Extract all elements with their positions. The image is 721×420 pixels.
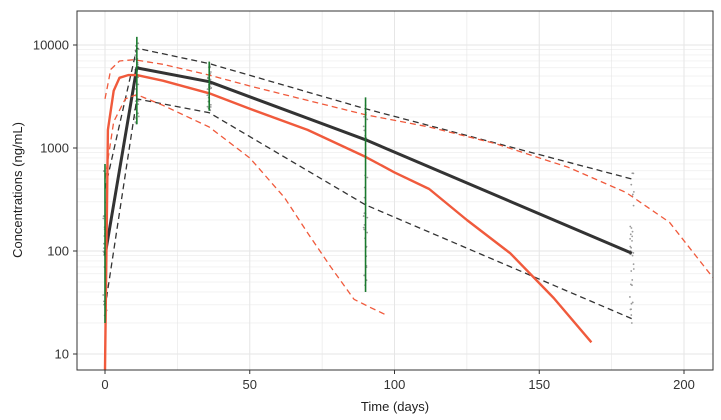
observation-point bbox=[632, 172, 635, 175]
observation-point bbox=[631, 254, 634, 257]
observation-point bbox=[631, 279, 634, 281]
x-axis-title: Time (days) bbox=[361, 399, 429, 414]
observation-point bbox=[630, 314, 633, 316]
y-tick-label: 10 bbox=[55, 347, 69, 362]
observation-point bbox=[102, 217, 105, 220]
observation-point bbox=[134, 121, 137, 124]
y-tick-label: 100 bbox=[47, 244, 69, 259]
observation-point bbox=[631, 230, 634, 233]
observation-point bbox=[631, 301, 634, 304]
observation-point bbox=[630, 308, 633, 311]
x-tick-label: 100 bbox=[384, 377, 406, 392]
observation-point bbox=[632, 263, 635, 266]
observation-point bbox=[366, 216, 369, 219]
observation-point bbox=[206, 76, 209, 79]
observation-point bbox=[206, 105, 209, 108]
series-observed-upper bbox=[104, 47, 633, 190]
observation-point bbox=[630, 302, 633, 305]
observation-point bbox=[137, 103, 140, 106]
y-tick-label: 10000 bbox=[33, 38, 69, 53]
observation-point bbox=[631, 235, 634, 238]
observation-point bbox=[629, 233, 632, 236]
observation-point bbox=[362, 226, 365, 229]
observation-point bbox=[363, 129, 366, 132]
series-observed-median bbox=[103, 66, 633, 256]
grid-layer bbox=[77, 11, 713, 370]
series-simulated-upper bbox=[104, 59, 714, 279]
observation-point bbox=[366, 118, 369, 121]
observation-point bbox=[362, 125, 365, 128]
x-tick-label: 50 bbox=[243, 377, 257, 392]
x-tick-label: 0 bbox=[101, 377, 108, 392]
observation-point bbox=[134, 88, 137, 90]
x-tick-label: 150 bbox=[528, 377, 550, 392]
observation-point bbox=[629, 225, 632, 228]
observation-point bbox=[629, 245, 632, 248]
observation-point bbox=[137, 100, 140, 102]
series-observed-lower bbox=[104, 98, 633, 320]
series-layer bbox=[103, 47, 714, 371]
observation-point bbox=[630, 183, 633, 186]
observation-point bbox=[363, 228, 366, 231]
series-simulated-lower bbox=[104, 93, 387, 316]
observation-point bbox=[206, 88, 209, 91]
y-axis-title: Concentrations (ng/mL) bbox=[10, 122, 25, 258]
observation-point bbox=[632, 191, 635, 193]
observation-point bbox=[102, 250, 105, 253]
observation-point bbox=[629, 237, 632, 240]
x-tick-label: 200 bbox=[673, 377, 695, 392]
observation-point bbox=[209, 71, 212, 73]
observation-point bbox=[630, 270, 633, 272]
observation-point bbox=[629, 296, 631, 298]
series-simulated-median bbox=[103, 73, 593, 371]
observation-point bbox=[631, 239, 633, 242]
observation-point bbox=[362, 215, 365, 217]
observation-point bbox=[209, 103, 212, 106]
observation-point bbox=[209, 106, 212, 108]
observation-point bbox=[102, 294, 105, 296]
observation-point bbox=[137, 76, 140, 79]
observation-point bbox=[630, 246, 633, 249]
observation-point bbox=[366, 231, 369, 234]
observation-point bbox=[632, 252, 635, 254]
observation-point bbox=[632, 204, 635, 207]
observation-point bbox=[630, 227, 633, 229]
observation-point bbox=[631, 284, 633, 287]
observation-point bbox=[134, 54, 137, 57]
observation-point bbox=[630, 322, 633, 324]
ticks-layer: 0 50 100 150 200 10 100 1000 10000 bbox=[33, 38, 695, 393]
observation-point bbox=[366, 176, 369, 179]
observation-point bbox=[209, 78, 212, 81]
observation-point bbox=[137, 83, 140, 86]
observation-point bbox=[206, 94, 209, 97]
y-tick-label: 1000 bbox=[40, 141, 69, 156]
observation-point bbox=[137, 115, 140, 118]
observation-point bbox=[631, 193, 634, 196]
points-layer bbox=[102, 42, 635, 324]
observation-point bbox=[632, 268, 635, 270]
observation-point bbox=[363, 115, 365, 118]
observation-point bbox=[210, 86, 213, 89]
bars-layer bbox=[104, 36, 367, 323]
observation-point bbox=[137, 42, 140, 45]
